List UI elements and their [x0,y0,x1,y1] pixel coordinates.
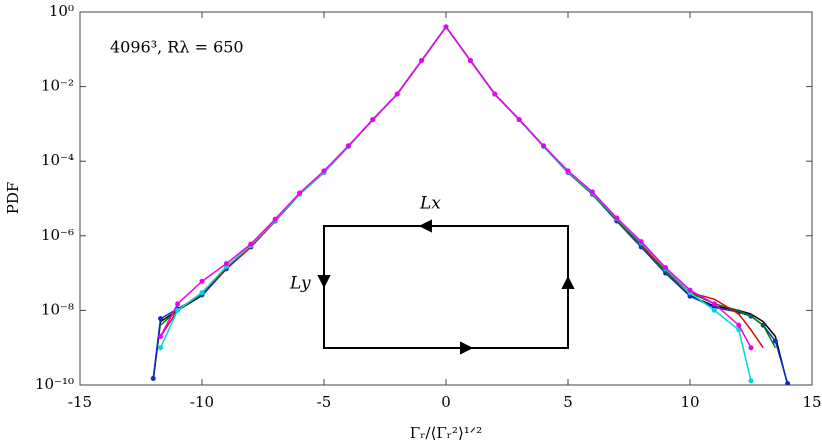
x-tick-label: 15 [802,393,821,411]
arrow [460,341,474,355]
y-tick-label: 10⁻⁶ [41,226,74,244]
marker [345,143,351,149]
loop [323,225,569,349]
marker [394,91,400,97]
marker [223,261,229,267]
marker [736,322,742,328]
marker [687,293,693,299]
marker [443,24,449,30]
marker [711,307,717,313]
y-tick-label: 10⁻¹⁰ [35,375,74,393]
marker [199,278,205,284]
line [159,25,764,349]
x-tick-label: -15 [68,393,92,411]
inset-label: Lx [419,194,441,214]
arrow [317,275,331,289]
y-tick-label: 10⁻⁸ [41,300,74,318]
line [159,25,752,349]
inset-diagram [317,219,575,355]
marker [467,58,473,64]
y-tick-label: 10⁻⁴ [41,151,74,169]
marker [158,333,164,339]
marker [687,287,693,293]
x-tick-label: 10 [680,393,699,411]
marker [541,143,547,149]
y-tick-label: 10⁻² [41,77,74,95]
marker [614,215,620,221]
marker [321,168,327,174]
plot-lines [150,24,791,385]
y-tick-label: 10⁰ [49,2,74,20]
marker [419,58,425,64]
x-axis-label: Γᵣ/⟨Γᵣ²⟩¹ᐟ² [410,424,482,442]
x-tick-label: 0 [441,393,451,411]
x-tick-label: -5 [317,393,332,411]
annotation: 4096³, Rλ = 650 [110,38,244,57]
marker [772,338,778,344]
marker [248,241,254,247]
x-tick-label: 5 [563,393,573,411]
marker [175,307,181,313]
plot-frame [79,11,813,386]
marker [150,375,156,381]
x-tick-label: -10 [190,393,214,411]
marker [748,378,754,384]
marker [785,380,791,385]
marker [748,345,754,351]
y-axis-label: PDF [4,182,22,215]
line [152,25,789,384]
line [152,25,789,385]
line [159,25,752,381]
marker [638,239,644,245]
marker [158,345,164,351]
marker [199,290,205,296]
marker [711,301,717,307]
marker [663,265,669,271]
arrow [418,219,432,233]
marker [589,189,595,195]
marker [370,117,376,123]
inset-label: Ly [289,274,311,294]
line [160,25,777,349]
arrow [561,275,575,289]
marker [158,316,164,322]
marker [297,190,303,196]
marker [175,301,181,307]
marker [516,117,522,123]
marker [272,216,278,222]
marker [565,168,571,174]
marker [492,91,498,97]
